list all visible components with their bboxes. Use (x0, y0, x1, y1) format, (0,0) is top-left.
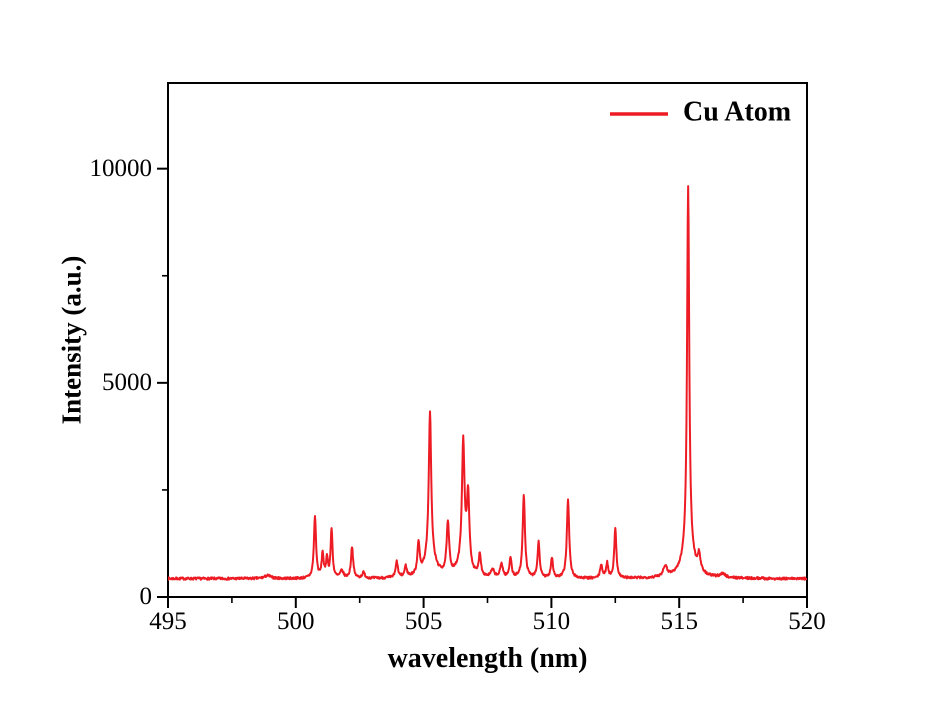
y-tick-label: 0 (139, 583, 153, 610)
x-axis-title: wavelength (nm) (387, 643, 588, 674)
x-tick-label: 500 (277, 608, 315, 635)
x-tick-label: 515 (660, 608, 698, 635)
y-tick-label: 10000 (89, 154, 153, 182)
x-tick-label: 505 (404, 608, 443, 635)
plot-frame (167, 82, 808, 598)
x-tick-label: 520 (788, 608, 826, 635)
y-axis-title: Intensity (a.u.) (56, 255, 87, 425)
x-tick-label: 495 (149, 608, 187, 635)
spectrum-line (168, 185, 807, 581)
x-tick-label: 510 (532, 608, 571, 635)
legend-label: Cu Atom (683, 96, 792, 128)
y-tick-label: 5000 (102, 368, 152, 396)
axis-ticks (157, 167, 808, 608)
